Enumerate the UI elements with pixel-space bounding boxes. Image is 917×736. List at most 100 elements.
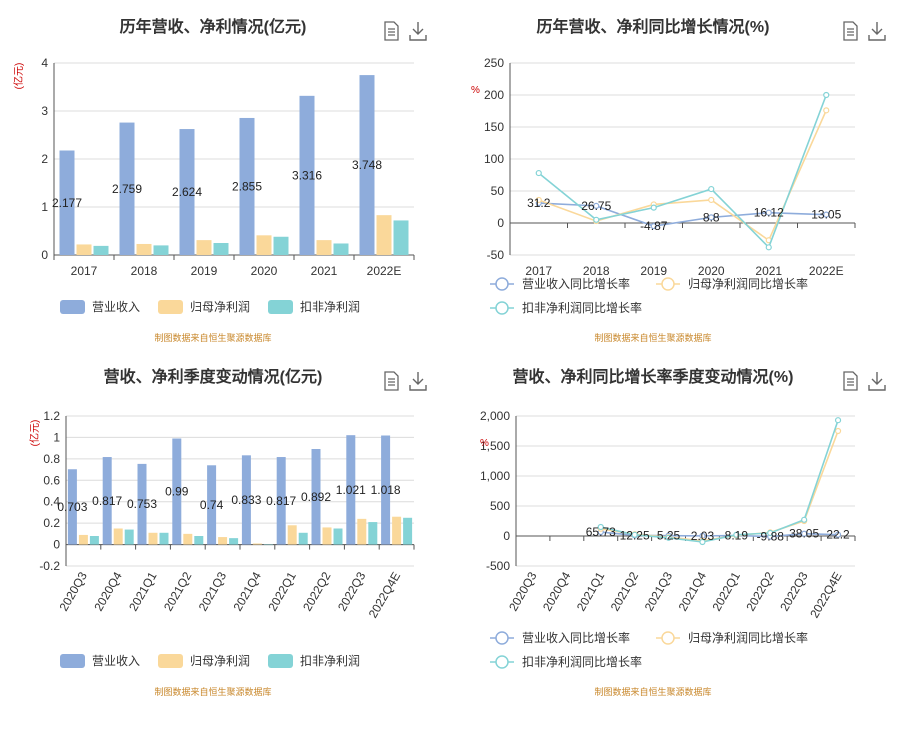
document-icon[interactable] — [384, 371, 399, 391]
data-label: 2.624 — [172, 185, 202, 199]
data-point — [834, 427, 842, 435]
legend-item[interactable]: 扣非净利润 — [268, 300, 360, 314]
legend-item[interactable]: 归母净利润 — [158, 654, 250, 668]
download-icon[interactable] — [409, 22, 427, 41]
data-label: 22.2 — [826, 528, 850, 542]
bar — [357, 518, 367, 545]
data-label: 3.748 — [352, 158, 382, 172]
y-tick-label: 2,000 — [480, 409, 510, 423]
bar — [218, 537, 228, 545]
download-icon[interactable] — [409, 372, 427, 391]
legend-item[interactable]: 营业收入同比增长率 — [490, 630, 630, 645]
series-line — [538, 110, 827, 242]
bar — [119, 122, 135, 256]
x-tick-label: 2022Q1 — [709, 569, 743, 613]
data-label: 38.05 — [789, 527, 819, 541]
y-tick-label: 2 — [41, 152, 48, 166]
data-point — [708, 185, 715, 193]
data-label: 8.19 — [725, 529, 749, 543]
y-tick-label: 0 — [41, 248, 48, 262]
data-point — [823, 107, 830, 114]
legend-label: 营业收入同比增长率 — [522, 630, 630, 645]
legend-label: 归母净利润同比增长率 — [688, 630, 808, 645]
legend-item[interactable]: 归母净利润同比增长率 — [656, 276, 808, 291]
document-icon[interactable] — [843, 21, 858, 41]
series-line — [538, 94, 827, 249]
source-note: 制图数据来自恒生聚源数据库 — [154, 686, 271, 697]
data-label: 0.817 — [266, 494, 296, 508]
legend-item[interactable]: 营业收入 — [60, 300, 140, 314]
bar — [263, 544, 273, 546]
data-label: 13.05 — [811, 208, 841, 222]
bar — [311, 449, 321, 545]
data-label: 16.12 — [754, 206, 784, 220]
legend-marker — [661, 277, 675, 291]
x-tick-label: 2021Q3 — [642, 569, 676, 613]
legend-item[interactable]: 营业收入 — [60, 654, 140, 668]
x-tick-label: 2022Q4E — [366, 570, 403, 621]
series-line — [538, 202, 827, 227]
data-point — [765, 244, 772, 251]
data-point — [708, 214, 715, 221]
bar — [67, 469, 77, 545]
download-icon[interactable] — [868, 372, 886, 391]
download-icon[interactable] — [868, 22, 886, 41]
unit-label: (亿元) — [28, 420, 41, 447]
x-tick-label: 2022Q4E — [807, 570, 844, 621]
x-tick-label: 2020Q3 — [506, 569, 540, 613]
bar — [159, 532, 169, 545]
y-tick-label: 0 — [497, 216, 504, 230]
data-point — [593, 202, 600, 209]
y-tick-label: -500 — [486, 559, 510, 573]
legend-item[interactable]: 扣非净利润同比增长率 — [490, 300, 642, 315]
data-label: 0.817 — [92, 494, 122, 508]
legend-item[interactable]: 扣非净利润同比增长率 — [490, 654, 642, 669]
document-icon[interactable] — [384, 21, 399, 41]
bar — [376, 215, 392, 255]
chart-quarterly-growth: 营收、净利同比增长率季度变动情况(%) -500 0 500 1,000 1,500 2,0… — [480, 367, 886, 697]
legend-swatch — [268, 654, 293, 668]
data-point — [699, 538, 706, 546]
data-point — [708, 196, 715, 204]
bar — [276, 457, 286, 545]
y-tick-label: 500 — [490, 499, 510, 513]
bar — [194, 536, 204, 545]
x-tick-label: 2021 — [755, 264, 782, 278]
x-tick-label: 2021Q1 — [126, 569, 160, 613]
legend-item[interactable]: 归母净利润同比增长率 — [656, 630, 808, 645]
x-tick-label: 2020 — [251, 264, 278, 278]
data-label: 2.177 — [52, 196, 82, 210]
y-tick-label: -0.2 — [39, 559, 60, 573]
bar — [298, 532, 308, 545]
legend-item[interactable]: 扣非净利润 — [268, 654, 360, 668]
x-tick-label: 2018 — [131, 264, 158, 278]
document-icon[interactable] — [843, 371, 858, 391]
bar — [256, 235, 272, 255]
legend-item[interactable]: 营业收入同比增长率 — [490, 276, 630, 291]
data-point — [631, 531, 638, 538]
data-label: -4.87 — [640, 219, 668, 233]
legend-label: 归母净利润同比增长率 — [688, 276, 808, 291]
bar — [241, 455, 251, 545]
x-tick-label: 2021Q4 — [676, 569, 710, 613]
data-point — [597, 523, 604, 531]
x-tick-label: 2022Q2 — [743, 569, 777, 613]
y-tick-label: 150 — [484, 120, 504, 134]
source-note: 制图数据来自恒生聚源数据库 — [154, 332, 271, 343]
legend-item[interactable]: 归母净利润 — [158, 300, 250, 314]
data-point — [535, 196, 542, 204]
bar — [148, 532, 158, 545]
data-point — [823, 211, 830, 218]
data-label: 2.759 — [112, 182, 142, 196]
data-label: 26.75 — [581, 199, 611, 213]
data-point — [834, 531, 842, 538]
x-tick-label: 2018 — [583, 264, 610, 278]
unit-label: % — [480, 438, 489, 449]
y-tick-label: 1,500 — [480, 439, 510, 453]
x-tick-label: 2020 — [698, 264, 725, 278]
legend-label: 扣非净利润 — [300, 300, 360, 314]
legend-marker — [495, 631, 509, 645]
x-tick-label: 2022E — [367, 264, 402, 278]
data-point — [834, 417, 842, 424]
y-tick-label: 0.4 — [43, 495, 60, 509]
